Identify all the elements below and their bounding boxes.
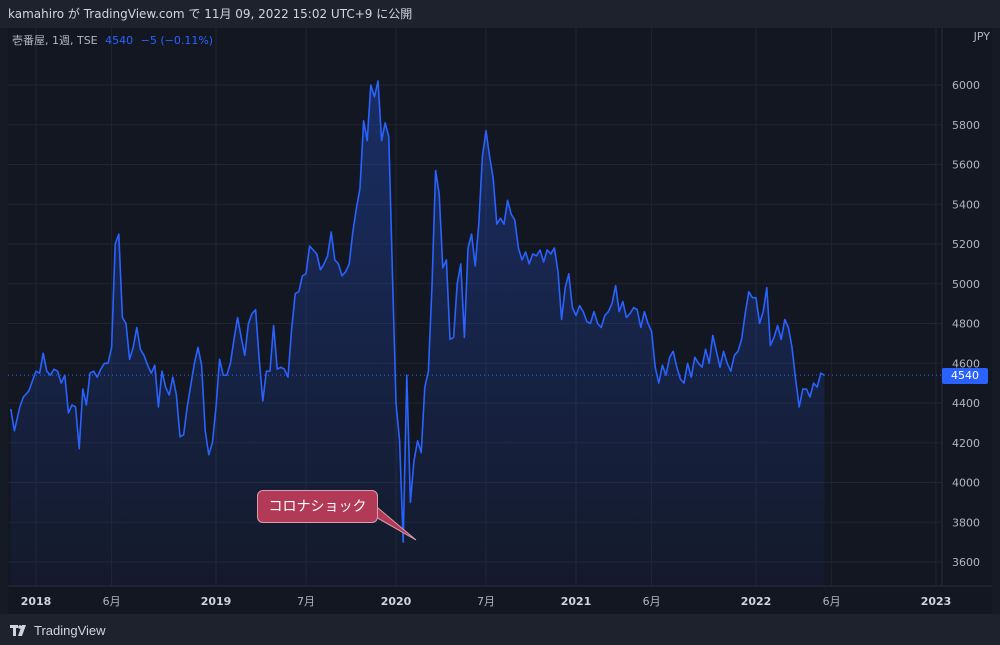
annotation-callout[interactable]: コロナショック <box>257 490 378 523</box>
y-tick-label: 4400 <box>952 397 980 410</box>
y-tick-label: 5200 <box>952 238 980 251</box>
x-tick-label: 7月 <box>297 595 315 608</box>
y-tick-label: 5000 <box>952 278 980 291</box>
x-tick-label: 2021 <box>561 595 592 608</box>
legend-change: −5 (−0.11%) <box>140 34 214 47</box>
x-tick-label: 2018 <box>21 595 52 608</box>
publish-bar: kamahiro が TradingView.com で 11月 09, 202… <box>0 0 1000 28</box>
y-tick-label: 4000 <box>952 477 980 490</box>
price-axis: 3600 3800 4000 4200 4400 4600 4800 5000 5200 5400… <box>952 79 980 569</box>
legend-value: 4540 <box>105 34 134 47</box>
legend-symbol: 壱番屋, 1週, TSE <box>12 34 98 47</box>
publish-text: kamahiro が TradingView.com で 11月 09, 202… <box>8 7 413 21</box>
tradingview-logo[interactable]: TradingView <box>10 623 106 638</box>
x-tick-label: 6月 <box>643 595 661 608</box>
y-tick-label: 3800 <box>952 516 980 529</box>
last-price-tag: 4540 <box>942 368 988 384</box>
y-tick-label: 4600 <box>952 357 980 370</box>
y-tick-label: 3600 <box>952 556 980 569</box>
footer-bar: TradingView <box>0 614 1000 645</box>
y-tick-label: 4200 <box>952 437 980 450</box>
x-tick-label: 2023 <box>921 595 952 608</box>
chart-legend: 壱番屋, 1週, TSE 4540 −5 (−0.11%) <box>12 32 213 48</box>
x-tick-label: 7月 <box>477 595 495 608</box>
x-tick-label: 6月 <box>823 595 841 608</box>
price-line <box>10 80 825 543</box>
y-tick-label: 5400 <box>952 198 980 211</box>
x-tick-label: 6月 <box>103 595 121 608</box>
y-tick-label: 4800 <box>952 318 980 331</box>
y-tick-label: 6000 <box>952 79 980 92</box>
currency-label: JPY <box>973 30 990 43</box>
y-tick-label: 5800 <box>952 119 980 132</box>
y-tick-label: 5600 <box>952 159 980 172</box>
x-tick-label: 2022 <box>741 595 772 608</box>
x-tick-label: 2020 <box>381 595 412 608</box>
tradingview-logo-icon <box>10 624 26 636</box>
footer-brand: TradingView <box>34 623 106 638</box>
time-axis: 2018 6月 2019 7月 2020 7月 2021 6月 2022 6月 2023 <box>21 595 952 608</box>
x-tick-label: 2019 <box>201 595 232 608</box>
price-area-fill <box>10 81 825 586</box>
